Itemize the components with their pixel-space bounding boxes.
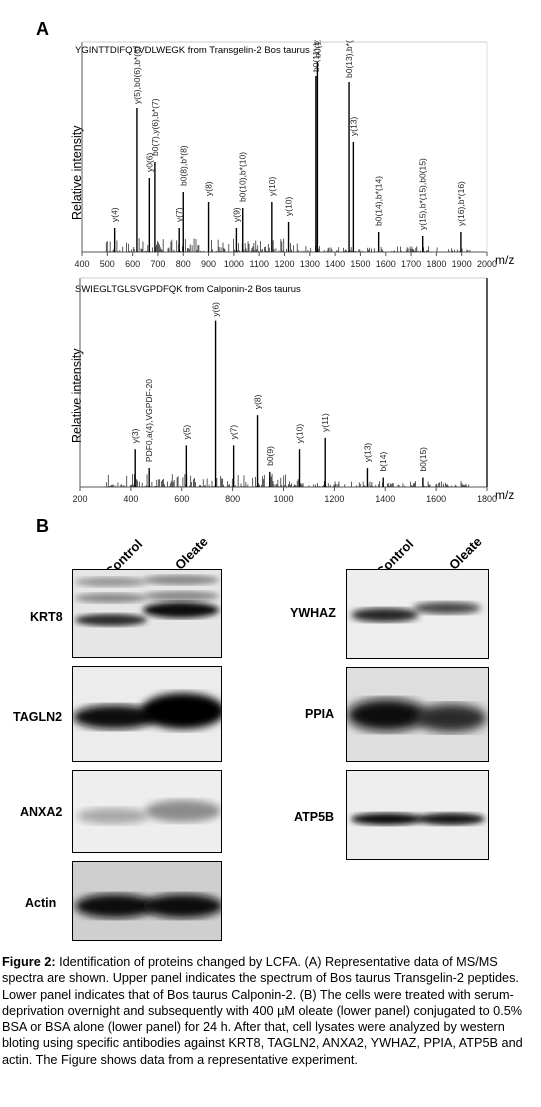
- lane-label-oleate: Oleate: [172, 533, 211, 573]
- lane-label-oleate: Oleate: [446, 533, 485, 573]
- x-tick-label: 1800: [426, 259, 446, 269]
- peak-label: y(13): [348, 116, 358, 136]
- x-tick-label: 700: [150, 259, 165, 269]
- blot-label-ywhaz: YWHAZ: [290, 606, 336, 620]
- peak-label: y(8): [204, 181, 214, 196]
- peak-label: y(10): [267, 176, 277, 196]
- x-tick-label: 800: [176, 259, 191, 269]
- blot-ywhaz: [346, 569, 489, 659]
- panel-b-label: B: [36, 516, 49, 536]
- peak-label: y(10): [295, 424, 305, 444]
- blot-actin: [72, 861, 222, 941]
- x-tick-label: 1100: [250, 259, 269, 269]
- x-tick-label: 1700: [401, 259, 421, 269]
- spectrum-plot: 200 400 600 800 1000 1200 1400 1600 1800 y(3) PDF0…: [72, 277, 497, 504]
- blot-label-atp5b: ATP5B: [294, 810, 335, 824]
- peak-label: b0(15): [418, 447, 428, 472]
- peak-label: y(13): [362, 443, 372, 463]
- peak-label: y0(6): [144, 152, 154, 172]
- x-tick-label: 600: [125, 259, 140, 269]
- blot-anxa2: [72, 770, 222, 853]
- peak-label: y(5),b0(6),b*(6): [132, 46, 142, 104]
- x-tick-label: 500: [100, 259, 115, 269]
- x-tick-label: 1800: [477, 494, 497, 504]
- peak-label: b0(9): [265, 446, 275, 466]
- blot-ppia: [346, 667, 489, 762]
- peak-label: b0(14),b*(14): [374, 176, 384, 226]
- peak-label: y(3): [130, 428, 140, 443]
- x-tick-label: 1600: [426, 494, 446, 504]
- peak-label: b0(11),b*(11): [311, 40, 321, 72]
- x-tick-label: 1200: [274, 259, 294, 269]
- panel-a-label: A: [36, 19, 49, 39]
- caption-label: Figure 2:: [2, 955, 56, 969]
- x-tick-label: 1300: [300, 259, 320, 269]
- x-tick-label: 2000: [477, 259, 497, 269]
- peak-label: y(7): [229, 425, 239, 440]
- blot-tagln2: [72, 666, 222, 762]
- x-tick-label: 800: [225, 494, 240, 504]
- peak-label: y(15),b*(15),b0(15): [418, 158, 428, 230]
- x-axis-label: m/z: [495, 488, 515, 502]
- peak-label: b0(13),b*(13): [344, 40, 354, 78]
- caption-text: Identification of proteins changed by LC…: [2, 955, 523, 1067]
- x-tick-label: 1900: [452, 259, 472, 269]
- peak-label: b0(7),y(6),b*(7): [150, 98, 160, 156]
- blot-label-anxa2: ANXA2: [20, 805, 63, 819]
- peak-label: b0(12),b*(12): [312, 40, 322, 58]
- figure-caption: Figure 2: Identification of proteins cha…: [2, 954, 539, 1068]
- blot-label-tagln2: TAGLN2: [13, 710, 63, 724]
- x-tick-label: 200: [72, 494, 87, 504]
- peak-label: y(7): [174, 207, 184, 222]
- peak-label: y(6): [211, 302, 221, 317]
- x-tick-label: 1600: [376, 259, 396, 269]
- peak-label: PDF0,a(4),VGPDF-20: [144, 379, 154, 462]
- peak-label: y(16),b*(16): [456, 181, 466, 226]
- blot-label-krt8: KRT8: [30, 610, 63, 624]
- spectrum-plot: 400 500 600 700 800 900 1000 1100 1200 1300 1400 15…: [74, 40, 497, 269]
- peak-label: y(5): [181, 425, 191, 440]
- x-axis-label: m/z: [495, 253, 515, 267]
- peak-label: y(8): [253, 394, 263, 409]
- x-tick-label: 400: [123, 494, 138, 504]
- peak-label: y(9): [231, 207, 241, 222]
- x-tick-label: 400: [74, 259, 89, 269]
- x-tick-label: 600: [174, 494, 189, 504]
- peak-label: b0(10),b*(10): [238, 152, 248, 202]
- blot-label-ppia: PPIA: [305, 707, 335, 721]
- x-tick-label: 1400: [375, 494, 395, 504]
- blot-krt8: [72, 569, 222, 658]
- blot-label-actin: Actin: [25, 896, 57, 910]
- x-tick-label: 1200: [324, 494, 344, 504]
- peptide-title: SWIEGLTGLSVGPDFQK from Calponin-2 Bos ta…: [75, 284, 301, 295]
- peak-label: y(10): [284, 196, 294, 216]
- x-tick-label: 1500: [350, 259, 370, 269]
- peak-label: b0(8),b*(8): [178, 145, 188, 186]
- x-tick-label: 1000: [224, 259, 244, 269]
- peptide-title: YGINTTDIFQTVDLWEGK from Transgelin-2 Bos…: [75, 45, 310, 56]
- blot-atp5b: [346, 770, 489, 860]
- x-tick-label: 1400: [325, 259, 345, 269]
- peak-label: y(11): [320, 413, 330, 432]
- x-tick-label: 900: [201, 259, 216, 269]
- peak-label: y(4): [110, 207, 120, 222]
- x-tick-label: 1000: [273, 494, 293, 504]
- peak-label: b(14): [378, 452, 388, 472]
